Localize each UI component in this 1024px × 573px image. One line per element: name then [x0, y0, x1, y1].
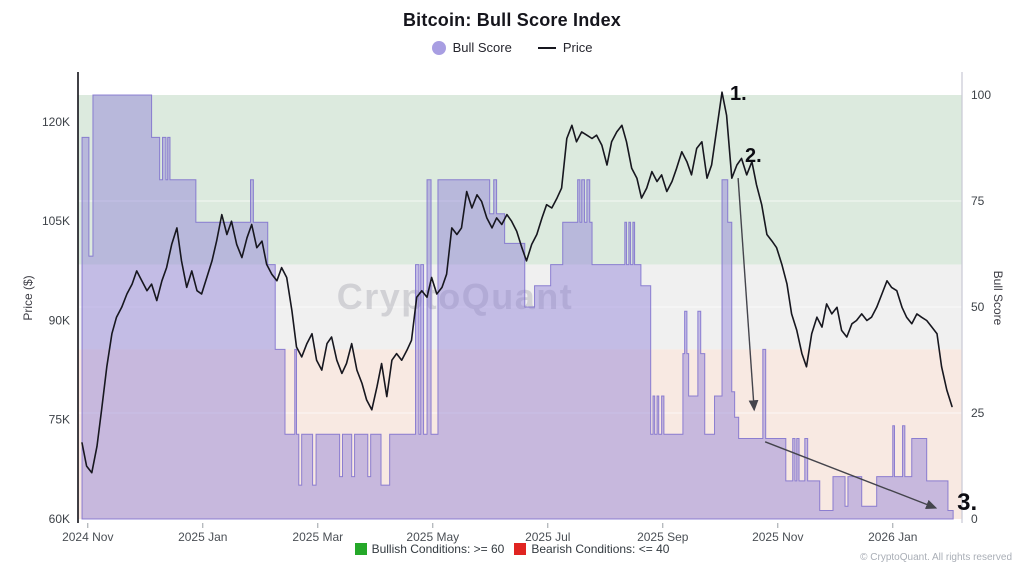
score-axis-labels: 0 25 50 75 100: [971, 88, 991, 526]
bull-score-axis-title: Bull Score: [991, 270, 1005, 326]
price-swatch-icon: [537, 46, 556, 49]
svg-text:2024 Nov: 2024 Nov: [62, 530, 113, 544]
svg-text:60K: 60K: [49, 512, 70, 526]
band-bearish-zone: [78, 349, 962, 519]
legend-item-bull-score[interactable]: Bull Score: [431, 40, 512, 55]
legend-label: Bull Score: [452, 40, 512, 55]
svg-text:50: 50: [971, 300, 985, 314]
trend-arrow-1: [737, 178, 759, 412]
price-axis-labels: 60K 75K 90K 105K 120K: [42, 115, 70, 526]
annotation-2: 2.: [745, 145, 762, 167]
bearish-conditions-item: Bearish Conditions: <= 40: [514, 542, 669, 556]
svg-text:75K: 75K: [49, 413, 70, 427]
series-legend: Bull Score Price: [0, 40, 1024, 55]
svg-text:2025 Mar: 2025 Mar: [292, 530, 343, 544]
svg-text:2025 Nov: 2025 Nov: [752, 530, 803, 544]
trend-arrow-2: [764, 441, 938, 510]
svg-text:0: 0: [971, 512, 978, 526]
annotation-1: 1.: [730, 83, 747, 105]
band-bullish-zone: [78, 95, 962, 265]
svg-text:2025 May: 2025 May: [406, 530, 459, 544]
bullish-conditions-item: Bullish Conditions: >= 60: [354, 542, 505, 556]
svg-text:2025 Sep: 2025 Sep: [637, 530, 689, 544]
svg-text:2025 Jan: 2025 Jan: [178, 530, 227, 544]
bullish-swatch-icon: [354, 543, 367, 555]
annotation-3: 3.: [957, 489, 977, 516]
watermark: CryptoQuant: [337, 276, 574, 317]
price-line: [81, 91, 953, 474]
svg-text:75: 75: [971, 194, 985, 208]
copyright-note: © CryptoQuant. All rights reserved: [860, 552, 1012, 563]
bullish-conditions-label: Bullish Conditions: >= 60: [371, 542, 505, 556]
svg-text:100: 100: [971, 88, 991, 102]
conditions-legend: Bullish Conditions: >= 60 Bearish Condit…: [0, 542, 1024, 556]
gridlines: [78, 200, 962, 414]
svg-text:120K: 120K: [42, 115, 70, 129]
bearish-swatch-icon: [514, 543, 527, 555]
svg-text:90K: 90K: [49, 313, 70, 327]
x-axis-labels: 2024 Nov 2025 Jan 2025 Mar 2025 May 2025 Jul…: [62, 523, 917, 544]
svg-text:2026 Jan: 2026 Jan: [868, 530, 917, 544]
chart-title: Bitcoin: Bull Score Index: [402, 10, 622, 30]
legend-label: Price: [562, 40, 593, 55]
bearish-conditions-label: Bearish Conditions: <= 40: [531, 542, 670, 556]
price-axis-title: Price ($): [21, 275, 35, 321]
bull-score-area: [81, 94, 954, 520]
svg-text:2025 Jul: 2025 Jul: [525, 530, 570, 544]
legend-item-price[interactable]: Price: [537, 40, 593, 55]
bull-score-swatch-icon: [431, 40, 446, 55]
svg-text:105K: 105K: [42, 214, 70, 228]
svg-text:25: 25: [971, 406, 985, 420]
